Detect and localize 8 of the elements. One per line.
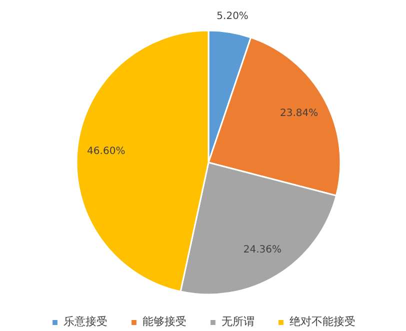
data-label: 46.60% <box>87 146 126 158</box>
legend-label: 能够接受 <box>142 314 186 329</box>
legend-label: 绝对不能接受 <box>290 314 356 329</box>
data-label: 24.36% <box>243 244 282 256</box>
data-label: 23.84% <box>280 108 318 120</box>
legend-label: 乐意接受 <box>64 314 108 329</box>
data-label: 5.20% <box>216 11 248 22</box>
legend-label: 无所谓 <box>222 314 254 329</box>
